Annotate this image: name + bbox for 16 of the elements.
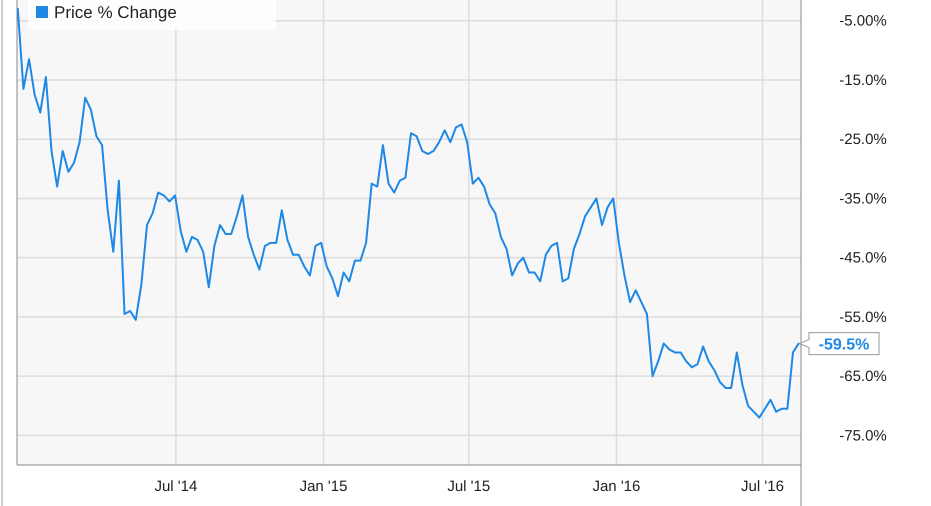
x-tick-label: Jul '14 <box>154 478 198 495</box>
y-tick-label: -55.0% <box>839 308 887 326</box>
y-tick-label: -75.0% <box>839 427 887 444</box>
x-tick-label: Jul '16 <box>741 478 784 495</box>
y-tick-label: -65.0% <box>839 368 887 386</box>
y-tick-label: -15.0% <box>839 72 887 89</box>
y-tick-label: -35.0% <box>839 190 887 208</box>
annotation: -59.5% <box>818 336 870 354</box>
y-tick-label: -5.00% <box>839 12 887 30</box>
y-tick-label: -25.0% <box>839 131 887 148</box>
line-series <box>16 8 800 419</box>
x-tick-label: Jul '15 <box>447 478 490 495</box>
y-tick-label: -45.0% <box>839 250 887 267</box>
x-tick-label: Jan '15 <box>300 478 348 495</box>
x-tick-label: Jan '16 <box>592 478 640 495</box>
legend-label: Price % Change <box>54 3 177 22</box>
